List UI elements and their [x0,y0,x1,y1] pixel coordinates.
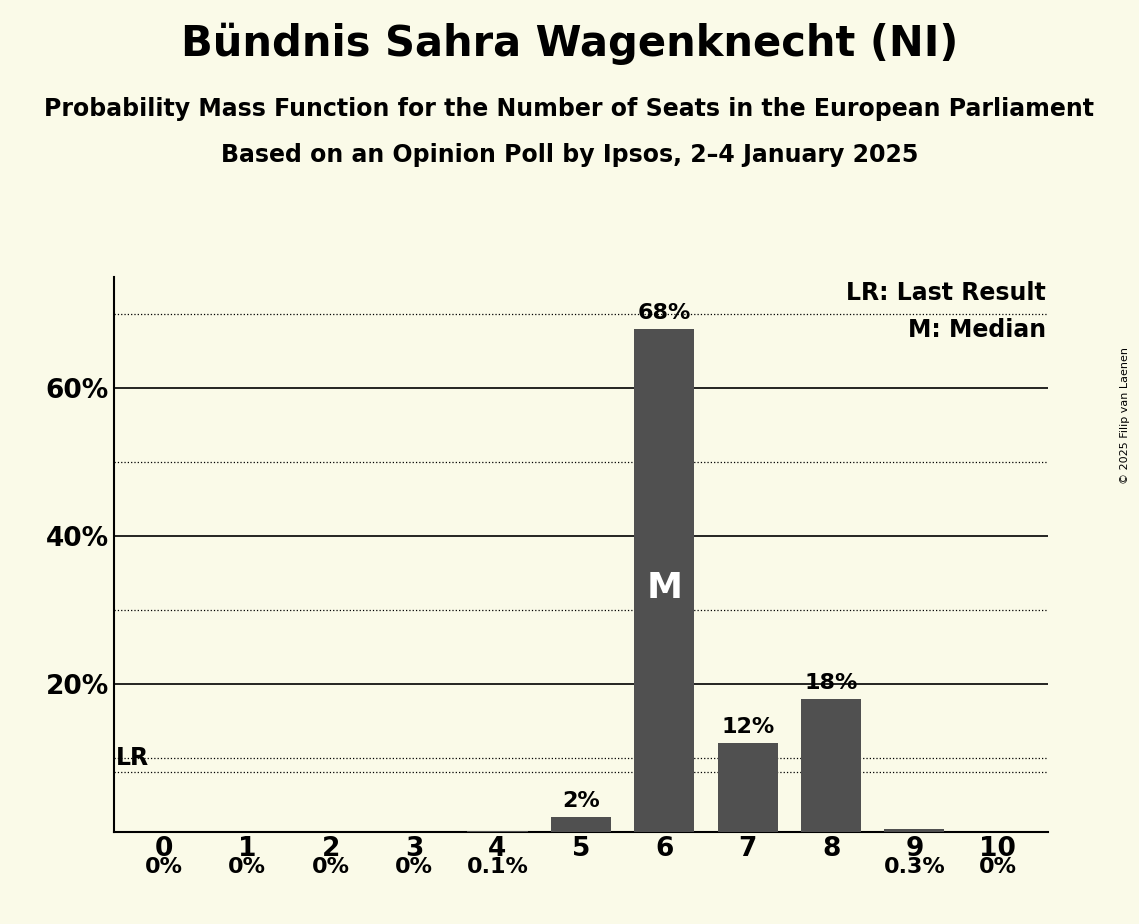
Bar [718,743,778,832]
Bar [551,817,611,832]
Bar [884,830,944,832]
Text: 0.1%: 0.1% [467,857,528,878]
Text: M: M [646,571,682,604]
Text: M: Median: M: Median [908,318,1047,342]
Text: 2%: 2% [562,791,600,811]
Text: LR: Last Result: LR: Last Result [846,281,1047,305]
Text: LR: LR [115,746,149,770]
Text: 12%: 12% [721,717,775,737]
Text: 18%: 18% [804,673,858,693]
Text: Based on an Opinion Poll by Ipsos, 2–4 January 2025: Based on an Opinion Poll by Ipsos, 2–4 J… [221,143,918,167]
Text: Probability Mass Function for the Number of Seats in the European Parliament: Probability Mass Function for the Number… [44,97,1095,121]
Text: 68%: 68% [638,303,691,323]
Text: © 2025 Filip van Laenen: © 2025 Filip van Laenen [1121,347,1130,484]
Text: Bündnis Sahra Wagenknecht (NI): Bündnis Sahra Wagenknecht (NI) [181,23,958,66]
Bar [801,699,861,832]
Text: 0%: 0% [312,857,350,878]
Bar [634,329,695,832]
Text: 0%: 0% [145,857,183,878]
Text: 0%: 0% [978,857,1017,878]
Text: 0.3%: 0.3% [884,857,945,878]
Text: 0%: 0% [228,857,267,878]
Text: 0%: 0% [395,857,433,878]
